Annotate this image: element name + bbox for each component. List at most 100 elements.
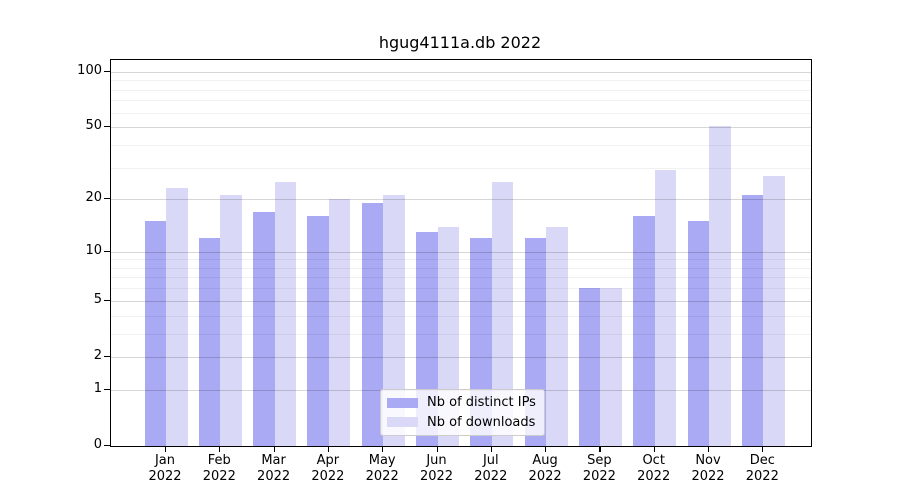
bar-downloads	[328, 199, 351, 446]
y-axis-tick	[104, 70, 110, 73]
bar-downloads	[383, 195, 405, 446]
bar-downloads	[166, 188, 188, 446]
x-axis-tick	[436, 447, 438, 452]
bar-downloads	[654, 170, 677, 446]
bar-downloads	[763, 175, 785, 446]
y-axis-tick	[104, 250, 110, 252]
x-tick-label: May 2022	[342, 453, 422, 485]
x-tick-year-label: 2022	[365, 469, 399, 484]
chart-title: hgug4111a.db 2022	[378, 33, 542, 52]
legend-item-downloads: Nb of downloads	[387, 415, 544, 430]
grid-line-major	[111, 356, 811, 358]
x-tick-label: Jan 2022	[125, 453, 205, 485]
y-tick-label: 0	[93, 437, 102, 452]
x-tick-year-label: 2022	[691, 469, 725, 484]
x-axis-tick	[545, 447, 547, 452]
legend: Nb of distinct IPs Nb of downloads	[380, 389, 545, 436]
x-tick-label: Oct 2022	[614, 453, 694, 485]
grid-line-major	[111, 71, 811, 73]
y-tick-label: 2	[93, 347, 102, 363]
x-tick-year-label: 2022	[528, 469, 562, 484]
y-tick-label: 20	[85, 190, 102, 206]
bar-distinct-ips	[253, 211, 275, 446]
x-tick-year-label: 2022	[582, 469, 616, 484]
grid-line-minor	[111, 267, 811, 269]
legend-label: Nb of downloads	[427, 414, 536, 430]
grid-line-major	[111, 251, 811, 253]
bar-downloads	[546, 226, 568, 446]
grid-layer	[111, 60, 811, 446]
y-tick-label: 100	[77, 62, 102, 78]
x-tick-year-label: 2022	[202, 469, 236, 484]
bar-downloads	[709, 125, 731, 446]
x-tick-label: Jun 2022	[397, 453, 477, 485]
grid-line-minor	[111, 89, 811, 91]
x-tick-year-label: 2022	[474, 469, 508, 484]
x-tick-year-label: 2022	[311, 469, 345, 484]
bar-distinct-ips	[633, 216, 655, 446]
x-axis-tick	[708, 447, 710, 452]
grid-line-major	[111, 127, 811, 129]
bar-distinct-ips	[307, 216, 329, 446]
grid-line-minor	[111, 259, 811, 261]
x-axis-tick	[327, 447, 330, 452]
legend-item-distinct-ips: Nb of distinct IPs	[387, 395, 544, 410]
bar-downloads	[274, 181, 297, 446]
x-axis-tick	[490, 447, 492, 452]
y-axis-tick	[104, 388, 110, 390]
grid-line-minor	[111, 167, 811, 169]
x-axis-tick	[219, 447, 221, 452]
y-axis-tick	[104, 445, 110, 447]
x-tick-label: Apr 2022	[288, 453, 368, 485]
x-tick-label: Jul 2022	[451, 453, 531, 485]
y-axis-tick	[104, 299, 110, 301]
bar-distinct-ips	[361, 203, 384, 446]
x-axis-tick	[382, 447, 384, 452]
y-tick-label: 1	[93, 380, 102, 396]
x-tick-year-label: 2022	[637, 469, 671, 484]
x-axis-tick	[273, 447, 275, 452]
bar-downloads	[600, 288, 622, 446]
bar-distinct-ips	[687, 221, 709, 446]
grid-line-minor	[111, 112, 811, 114]
y-tick-label: 10	[85, 242, 102, 258]
legend-label: Nb of distinct IPs	[427, 395, 536, 411]
grid-line-minor	[111, 277, 811, 279]
distinct-ips-swatch-icon	[387, 397, 418, 408]
plot-area	[110, 59, 812, 447]
grid-line-minor	[111, 144, 811, 146]
x-tick-year-label: 2022	[257, 469, 291, 484]
x-tick-label: Nov 2022	[668, 453, 748, 485]
x-tick-year-label: 2022	[745, 469, 779, 484]
grid-line-major	[111, 199, 811, 201]
grid-line-minor	[111, 315, 811, 317]
y-tick-label: 50	[85, 118, 102, 134]
x-axis-tick	[762, 447, 764, 452]
x-axis-tick	[653, 447, 655, 452]
grid-line-minor	[111, 100, 811, 102]
grid-line-minor	[111, 288, 811, 290]
x-tick-label: Feb 2022	[179, 453, 259, 485]
x-tick-year-label: 2022	[148, 469, 182, 484]
bar-downloads	[491, 181, 514, 446]
y-axis-tick	[104, 355, 110, 358]
grid-line-major	[111, 300, 811, 302]
x-axis-tick	[599, 447, 601, 452]
grid-line-minor	[111, 80, 811, 82]
downloads-swatch-icon	[387, 417, 418, 428]
y-axis-tick	[104, 198, 110, 200]
bar-downloads	[220, 195, 242, 446]
grid-line-minor	[111, 333, 811, 335]
y-axis-tick	[104, 126, 110, 128]
x-tick-label: Aug 2022	[505, 453, 585, 485]
bar-distinct-ips	[578, 288, 601, 446]
bar-distinct-ips	[144, 221, 166, 446]
x-axis-tick	[165, 447, 167, 452]
x-tick-label: Sep 2022	[559, 453, 639, 485]
y-tick-label: 5	[93, 291, 102, 307]
bar-distinct-ips	[198, 238, 221, 446]
x-tick-label: Dec 2022	[722, 453, 802, 485]
x-tick-year-label: 2022	[419, 469, 454, 484]
x-tick-label: Mar 2022	[234, 453, 314, 485]
